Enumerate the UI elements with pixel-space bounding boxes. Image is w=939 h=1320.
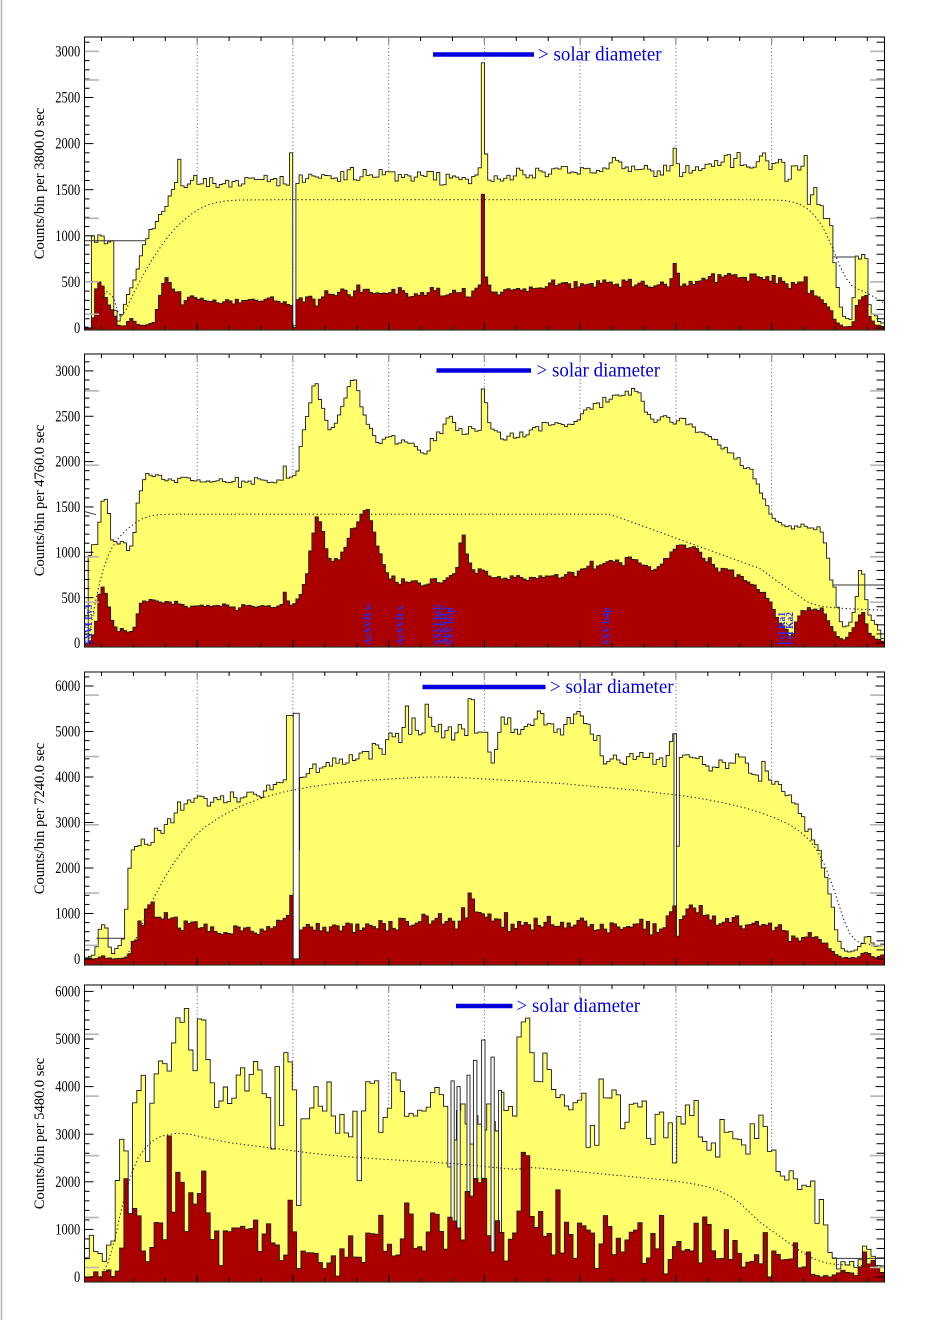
svg-text:> solar diameter: > solar diameter: [537, 360, 661, 382]
svg-text:ArXVII y: ArXVII y: [439, 606, 450, 645]
svg-text:1000: 1000: [55, 1221, 80, 1239]
svg-text:Counts/bin per 5480.0 sec: Counts/bin per 5480.0 sec: [32, 1058, 48, 1209]
svg-text:6000: 6000: [55, 678, 80, 696]
svg-text:SXVI Ly3: SXVI Ly3: [84, 605, 95, 645]
svg-text:2000: 2000: [55, 453, 80, 471]
svg-text:6000: 6000: [55, 983, 80, 1001]
svg-text:4000: 4000: [55, 769, 80, 787]
svg-text:2000: 2000: [55, 1174, 80, 1192]
svg-text:Counts/bin per 3800.0 sec: Counts/bin per 3800.0 sec: [32, 108, 48, 259]
svg-text:0: 0: [74, 635, 80, 653]
svg-text:500: 500: [61, 590, 80, 608]
svg-text:1000: 1000: [55, 544, 80, 562]
svg-text:4000: 4000: [55, 1078, 80, 1096]
svg-text:0: 0: [74, 951, 80, 969]
svg-text:ArXVII x: ArXVII x: [395, 606, 406, 645]
svg-text:0: 0: [74, 1269, 80, 1287]
svg-text:0: 0: [74, 320, 80, 338]
svg-text:1500: 1500: [55, 499, 80, 517]
svg-text:> solar diameter: > solar diameter: [538, 44, 662, 66]
svg-text:2000: 2000: [55, 135, 80, 153]
svg-text:Counts/bin per 7240.0 sec: Counts/bin per 7240.0 sec: [32, 743, 48, 894]
svg-text:3000: 3000: [55, 363, 80, 381]
svg-text:> solar diameter: > solar diameter: [517, 996, 641, 1018]
svg-text:1000: 1000: [55, 228, 80, 246]
svg-text:5000: 5000: [55, 1031, 80, 1049]
svg-text:500: 500: [61, 274, 80, 292]
svg-text:FeI Ka2: FeI Ka2: [785, 612, 796, 645]
svg-text:SXV ls4p: SXV ls4p: [601, 607, 612, 645]
svg-text:2500: 2500: [55, 408, 80, 426]
svg-text:SXV ls5p: SXV ls5p: [445, 607, 456, 645]
svg-text:ArXVII w: ArXVII w: [363, 604, 374, 645]
svg-text:> solar diameter: > solar diameter: [550, 677, 674, 699]
svg-text:SXVI hyb: SXVI hyb: [432, 604, 443, 645]
svg-text:3000: 3000: [55, 43, 80, 61]
svg-text:1500: 1500: [55, 182, 80, 200]
svg-text:3000: 3000: [55, 814, 80, 832]
svg-text:3000: 3000: [55, 1126, 80, 1144]
svg-text:FeI Ka1: FeI Ka1: [777, 612, 788, 645]
svg-text:2000: 2000: [55, 860, 80, 878]
svg-text:2500: 2500: [55, 89, 80, 107]
svg-text:5000: 5000: [55, 723, 80, 741]
svg-text:Counts/bin per 4760.0 sec: Counts/bin per 4760.0 sec: [32, 425, 48, 576]
svg-text:1000: 1000: [55, 905, 80, 923]
